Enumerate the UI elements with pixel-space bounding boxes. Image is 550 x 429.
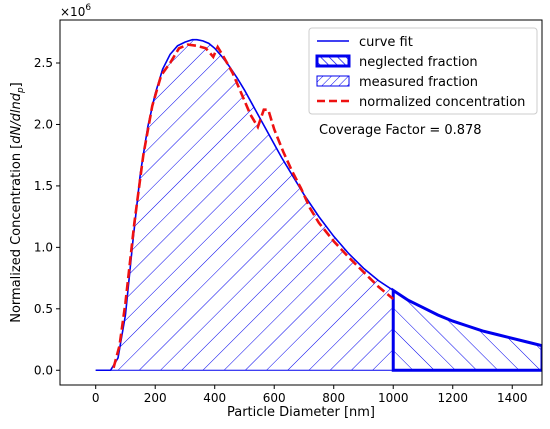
legend-label: neglected fraction — [359, 55, 478, 70]
legend: curve fit neglected fraction measured frac… — [308, 27, 538, 115]
legend-box — [308, 27, 538, 115]
x-tick-label: 600 — [263, 391, 286, 405]
y-tick-label: 2.5 — [34, 56, 53, 70]
y-multiplier-label: ×106 — [60, 3, 91, 19]
x-tick-label: 400 — [203, 391, 226, 405]
y-tick-label: 0.5 — [34, 302, 53, 316]
x-tick-label: 200 — [144, 391, 167, 405]
x-axis-label: Particle Diameter [nm] — [227, 405, 375, 420]
y-tick-label: 2.0 — [34, 117, 53, 131]
x-tick-label: 1200 — [437, 391, 468, 405]
y-tick-label: 0.0 — [34, 363, 53, 377]
x-tick-label: 1400 — [497, 391, 528, 405]
legend-swatch-measured-fraction — [316, 75, 350, 87]
axes-frame — [59, 19, 543, 386]
normalized-concentration-line — [112, 43, 395, 369]
y-axis-label: Normalized Concentration [dN/dlndp] — [9, 82, 26, 323]
legend-swatch-neglected-fraction — [315, 54, 351, 68]
neglected-fraction-area — [391, 287, 542, 372]
y-tick-label: 1.0 — [34, 240, 53, 254]
plot-area — [95, 38, 542, 372]
x-tick-label: 800 — [322, 391, 345, 405]
legend-label: normalized concentration — [359, 95, 525, 110]
x-tick-label: 1000 — [378, 391, 409, 405]
x-tick-label: 0 — [92, 391, 100, 405]
legend-label: curve fit — [359, 35, 413, 50]
y-tick-label: 1.5 — [34, 179, 53, 193]
coverage-factor-annotation: Coverage Factor = 0.878 — [319, 123, 482, 138]
axes: 0 200 400 600 800 1000 1200 1400 0.0 0.5 1.0 1.5 2.0… — [34, 19, 543, 405]
legend-label: measured fraction — [359, 75, 478, 90]
